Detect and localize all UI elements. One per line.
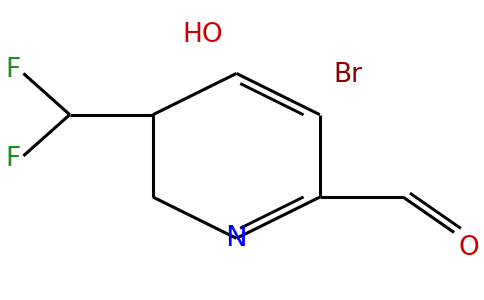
Text: O: O bbox=[459, 236, 480, 261]
Text: N: N bbox=[226, 224, 247, 252]
Text: F: F bbox=[6, 58, 21, 83]
Text: Br: Br bbox=[333, 62, 363, 88]
Text: HO: HO bbox=[182, 22, 223, 48]
Text: F: F bbox=[6, 146, 21, 172]
